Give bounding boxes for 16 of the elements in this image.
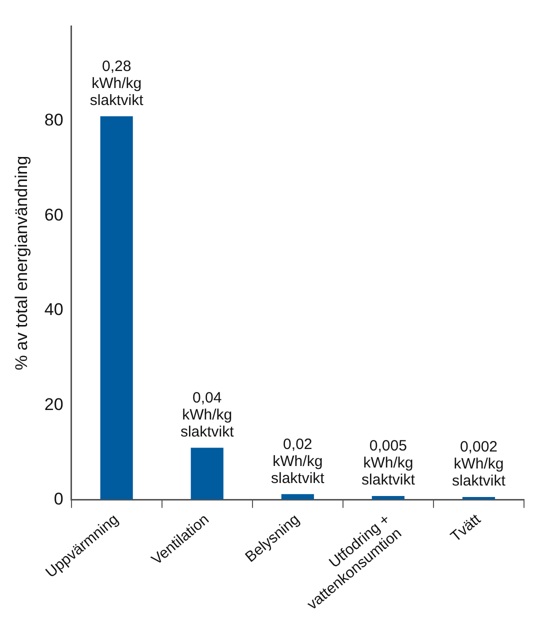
annotation: 0,28 kWh/kg slaktvikt [90, 58, 144, 109]
bar [372, 496, 404, 500]
annotation: 0,005 kWh/kg slaktvikt [362, 438, 416, 489]
y-tick-label: 20 [44, 394, 64, 414]
y-axis-title: % av total energianvändning [12, 156, 31, 370]
y-tick-label: 60 [44, 205, 64, 224]
annotation: 0,02 kWh/kg slaktvikt [270, 436, 326, 487]
y-tick-label: 40 [44, 300, 64, 320]
annotation: 0,04 kWh/kg slaktvikt [180, 389, 235, 440]
bar [100, 116, 133, 500]
y-tick-label: 0 [54, 490, 64, 509]
bar [281, 494, 314, 500]
y-tick-label: 80 [44, 110, 64, 130]
bar [190, 448, 224, 500]
x-tick-label: Tvätt [447, 510, 485, 546]
annotation: 0,002 kWh/kg slaktvikt [452, 438, 506, 490]
